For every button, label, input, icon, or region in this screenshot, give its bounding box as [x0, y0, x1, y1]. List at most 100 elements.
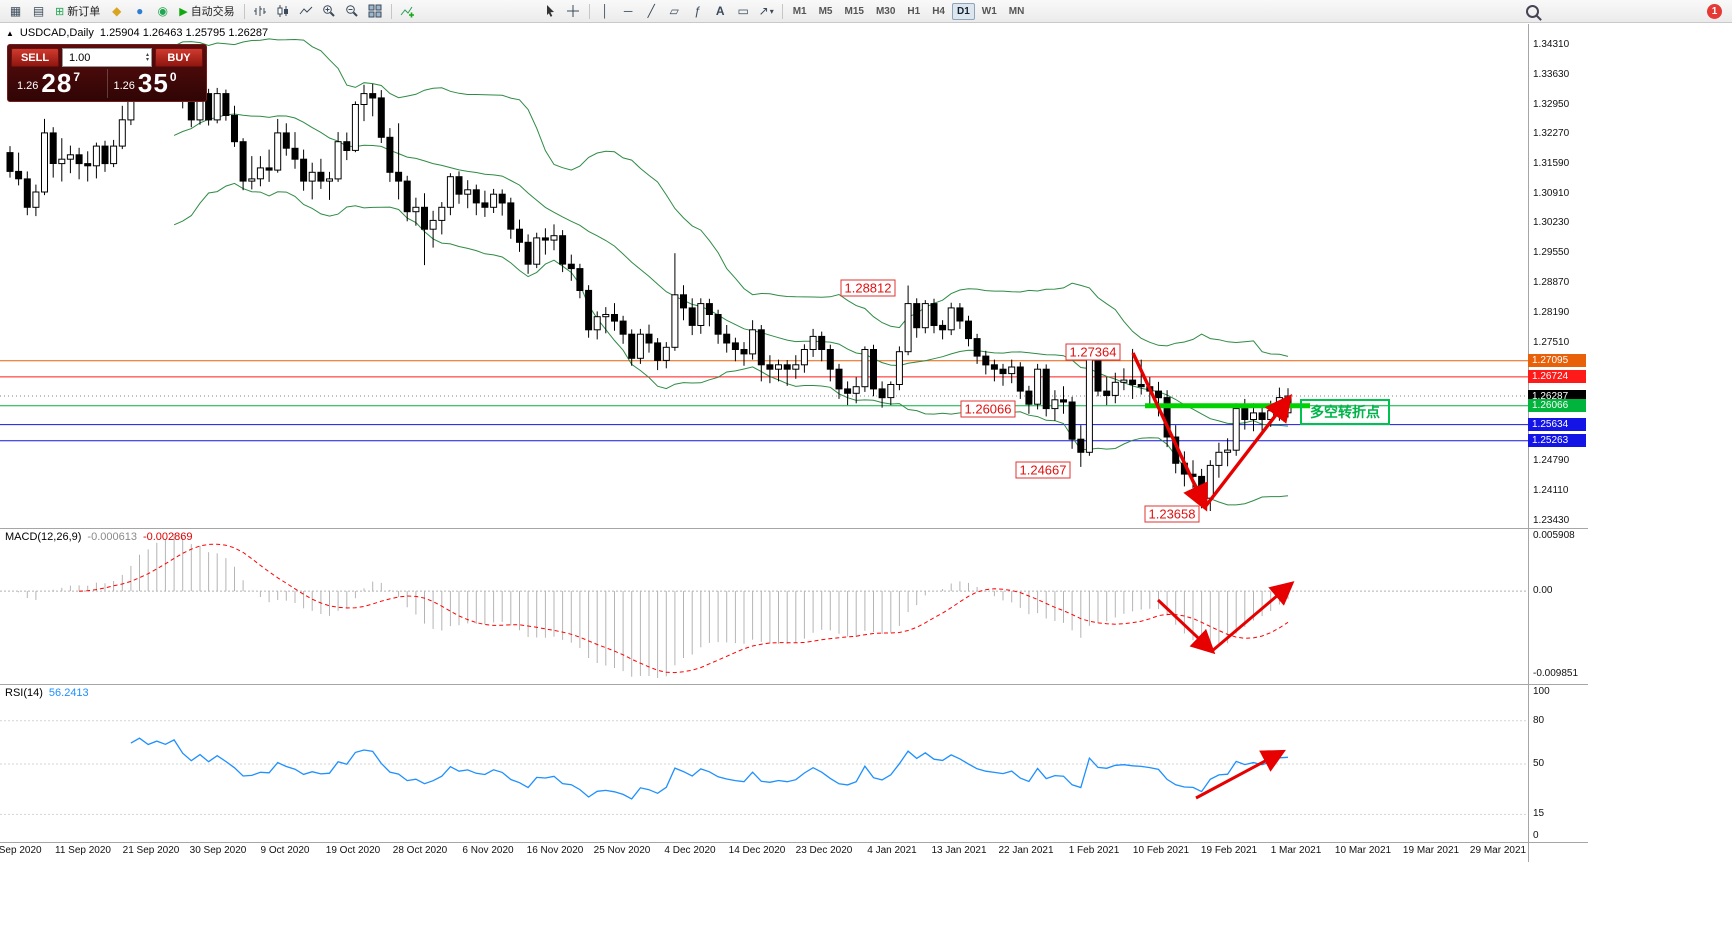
macd-axis-tick: -0.009851 [1533, 668, 1579, 679]
trend-arrow[interactable] [1203, 393, 1293, 509]
toolbar: ▦ ▤ ⊞ 新订单 ◆ ● ◉ ▶ 自动交易 │ ─ ╱ ▱ ƒ A ▭ ↗ ▾ M1… [0, 0, 1732, 23]
tab-timeframe-mn[interactable]: MN [1008, 5, 1025, 17]
fibonacci-icon[interactable]: ƒ [693, 4, 701, 18]
panel-separator[interactable] [0, 528, 1588, 529]
date-label: 10 Feb 2021 [1132, 845, 1190, 856]
price-axis-tick: 1.30910 [1533, 188, 1570, 199]
rsi-name: RSI(14) [5, 687, 43, 699]
vertical-line-icon[interactable]: │ [601, 4, 609, 18]
price-axis-tag: 1.26724 [1528, 370, 1586, 383]
tile-windows-icon[interactable] [364, 2, 387, 21]
rsi-axis-tick: 80 [1533, 715, 1545, 726]
price-axis[interactable]: 1.34310 1.33630 1.32950 1.32270 1.31590 1.309… [1528, 0, 1592, 950]
date-label: 23 Dec 2020 [795, 845, 853, 856]
search-icon[interactable] [1526, 4, 1539, 18]
price-annotation[interactable]: 1.23658 [1144, 505, 1200, 523]
date-label: 11 Sep 2020 [55, 845, 111, 856]
auto-trading-button[interactable]: ▶ 自动交易 [174, 2, 239, 21]
volume-spinner[interactable]: ▴ ▾ [145, 51, 149, 63]
volume-input[interactable]: 1.00 ▴ ▾ [62, 48, 152, 67]
cursor-icon[interactable] [539, 2, 562, 21]
rsi-axis-tick: 15 [1533, 808, 1545, 819]
toolbar-spacer [419, 11, 539, 12]
bar-chart-icon[interactable] [249, 2, 272, 21]
profiles-icon[interactable]: ▤ [32, 4, 45, 18]
tab-timeframe-m15[interactable]: M15 [844, 5, 864, 17]
chevron-down-icon: ▾ [769, 6, 774, 16]
date-label: 30 Sep 2020 [189, 845, 247, 856]
macd-main-value: -0.000613 [87, 531, 137, 543]
metaeditor-icon[interactable]: ◆ [112, 4, 122, 18]
price-axis-tick: 1.23430 [1533, 515, 1570, 526]
ask-price: 1.26 35 0 [106, 68, 204, 98]
date-label: 6 Nov 2020 [462, 845, 514, 856]
price-annotation[interactable]: 1.27364 [1065, 343, 1121, 361]
tab-timeframe-m5[interactable]: M5 [818, 5, 833, 17]
trend-arrow[interactable] [1156, 598, 1216, 655]
date-label: 1 Mar 2021 [1270, 845, 1322, 856]
trend-arrow[interactable] [1195, 749, 1286, 800]
rsi-indicator-label: RSI(14) 56.2413 [5, 687, 89, 699]
date-label: 25 Nov 2020 [593, 845, 651, 856]
zoom-out-icon[interactable] [341, 2, 364, 21]
panel-separator[interactable] [0, 684, 1588, 685]
trend-arrow[interactable] [1211, 581, 1295, 653]
trend-arrow[interactable] [1131, 352, 1208, 512]
bid-big-digits: 28 [41, 68, 73, 98]
buy-button[interactable]: BUY [155, 48, 203, 67]
date-label: 28 Oct 2020 [392, 845, 448, 856]
community-icon[interactable]: ◉ [157, 4, 168, 18]
date-label: 14 Dec 2020 [728, 845, 786, 856]
date-label: 16 Nov 2020 [526, 845, 584, 856]
new-window-icon[interactable]: ▦ [9, 4, 22, 18]
tab-timeframe-h1[interactable]: H1 [907, 5, 921, 17]
date-label: 13 Jan 2021 [931, 845, 987, 856]
date-axis[interactable]: 2 Sep 2020 11 Sep 2020 21 Sep 2020 30 Sep 2… [0, 845, 1528, 859]
volume-value[interactable]: 1.00 [69, 51, 91, 64]
bollinger-middle-band [173, 113, 1289, 427]
date-label: 2 Sep 2020 [0, 845, 42, 856]
price-axis-tick: 1.29550 [1533, 247, 1570, 258]
play-icon: ▶ [179, 5, 188, 18]
macd-signal-line [79, 543, 1289, 674]
price-axis-tag: 1.25263 [1528, 434, 1586, 447]
market-icon[interactable]: ● [136, 4, 144, 18]
tab-timeframe-m1[interactable]: M1 [792, 5, 807, 17]
ask-big-digits: 35 [137, 68, 169, 98]
crosshair-icon[interactable] [562, 2, 585, 21]
auto-trading-label: 自动交易 [190, 6, 235, 18]
ask-pipette: 0 [169, 70, 177, 84]
arrows-objects-icon[interactable]: ↗ ▾ [758, 4, 774, 18]
tab-timeframe-m30[interactable]: M30 [875, 5, 896, 17]
date-label: 19 Feb 2021 [1200, 845, 1258, 856]
indicators-icon[interactable] [396, 2, 419, 21]
toolbar-separator [243, 3, 245, 19]
line-chart-icon[interactable] [295, 2, 318, 21]
price-annotation[interactable]: 1.24667 [1015, 461, 1071, 479]
trendline-icon[interactable]: ╱ [647, 4, 655, 18]
price-annotation[interactable]: 1.28812 [840, 279, 896, 297]
one-click-trading-panel: SELL 1.00 ▴ ▾ BUY 1.26 28 7 1.26 35 0 [7, 44, 207, 102]
one-click-collapse-icon[interactable]: ▲ [6, 28, 14, 38]
zoom-in-icon[interactable] [318, 2, 341, 21]
price-annotation[interactable]: 1.26066 [960, 400, 1016, 418]
horizontal-line-icon[interactable]: ─ [623, 4, 633, 18]
channel-icon[interactable]: ▱ [669, 4, 679, 18]
price-axis-tick: 1.28190 [1533, 307, 1570, 318]
notification-badge[interactable]: 1 [1707, 3, 1722, 19]
turning-point-label[interactable]: 多空转折点 [1300, 399, 1390, 425]
tab-timeframe-h4[interactable]: H4 [932, 5, 945, 17]
sell-button[interactable]: SELL [11, 48, 59, 67]
price-axis-tag: 1.27095 [1528, 354, 1586, 367]
tab-timeframe-w1[interactable]: W1 [981, 5, 997, 17]
macd-histogram [18, 534, 1289, 678]
tab-timeframe-d1[interactable]: D1 [952, 2, 975, 20]
text-label-icon[interactable]: ▭ [737, 4, 749, 18]
text-icon[interactable]: A [715, 4, 725, 18]
price-chart-canvas[interactable] [0, 24, 1528, 842]
toolbar-separator [781, 3, 783, 19]
chart-info-line: ▲ USDCAD,Daily 1.25904 1.26463 1.25795 1… [6, 27, 268, 39]
new-order-button[interactable]: ⊞ 新订单 [50, 2, 105, 21]
candlestick-chart-icon[interactable] [272, 2, 295, 21]
